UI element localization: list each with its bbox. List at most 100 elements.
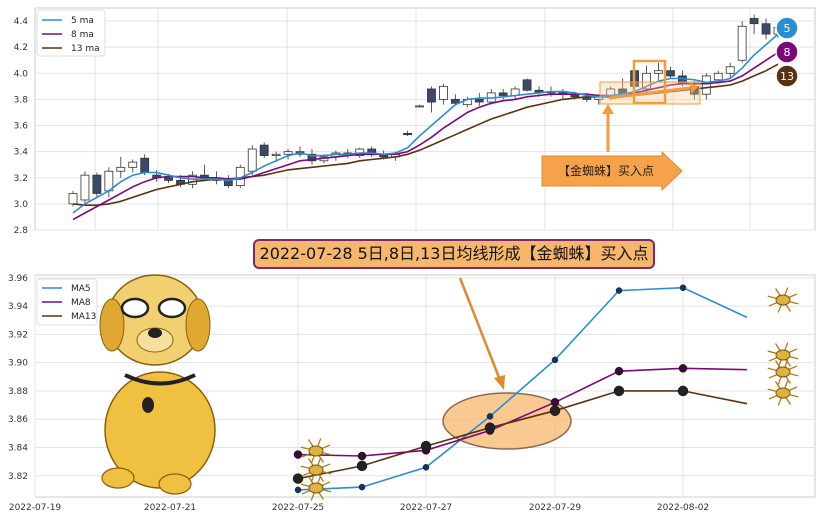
candle-body — [427, 88, 436, 103]
data-point — [549, 405, 561, 416]
candle-body — [725, 66, 735, 74]
candle-body — [247, 148, 257, 172]
candle-body — [522, 79, 532, 91]
data-point — [677, 385, 689, 397]
y-tick-label: 3.6 — [14, 122, 29, 132]
data-point — [679, 284, 687, 291]
spider-icon — [767, 359, 799, 385]
dog-paw — [158, 473, 192, 495]
legend-box — [36, 9, 106, 57]
candle-body — [654, 70, 663, 74]
candle-body — [498, 92, 508, 96]
legend-label: 8 ma — [71, 30, 94, 40]
data-point — [550, 398, 560, 407]
candle-body — [116, 166, 126, 172]
legend-box — [36, 278, 98, 326]
dog-ear — [99, 298, 125, 352]
data-point — [614, 366, 624, 376]
y-tick-label: 2.8 — [14, 226, 29, 236]
buy-arrow-head — [602, 104, 614, 114]
dog-spider-emblem — [142, 397, 154, 413]
ma-badge-icon — [775, 64, 799, 88]
spider-body — [775, 349, 791, 361]
ma-badge-label: 5 — [784, 22, 791, 35]
spider-body — [308, 445, 324, 457]
candle-body — [128, 161, 138, 168]
candle-body — [415, 105, 424, 108]
data-point — [422, 464, 430, 471]
candle-body — [761, 23, 771, 35]
chart-title: 2022-07-28 5日,8日,13日均线形成【金蜘蛛】买入点 — [253, 239, 655, 269]
candle-body — [701, 75, 711, 95]
x-tick-label: 2022-07-27 — [400, 503, 452, 513]
candle-body — [439, 85, 448, 100]
candle-body — [271, 153, 281, 156]
y-tick-label: 3.92 — [8, 330, 28, 340]
dog-mask-eye — [157, 297, 187, 319]
dog-mask-eye — [120, 297, 150, 319]
candle-body — [737, 25, 747, 61]
legend-label: 13 ma — [71, 44, 100, 54]
y-tick-label: 3.8 — [14, 95, 29, 105]
data-point — [486, 413, 494, 420]
data-point — [615, 287, 623, 294]
spider-body — [775, 366, 791, 378]
dog-mascot-icon — [99, 274, 216, 495]
pointer-arrow — [458, 277, 502, 381]
data-point — [678, 364, 688, 373]
data-point — [294, 486, 302, 494]
y-tick-label: 4.4 — [14, 17, 29, 27]
buy-label-arrow — [541, 150, 683, 192]
data-point — [551, 356, 559, 364]
candle-body — [450, 99, 460, 104]
dog-ear — [185, 298, 211, 352]
candle-body — [307, 153, 317, 162]
data-point — [613, 385, 625, 397]
y-tick-label: 3.94 — [8, 302, 28, 312]
y-tick-label: 3.84 — [8, 444, 28, 454]
spider-icon — [300, 438, 332, 464]
y-tick-label: 3.96 — [8, 274, 28, 284]
data-point — [484, 422, 496, 433]
spider-body — [308, 482, 324, 494]
ma-badge-label: 8 — [784, 46, 791, 59]
candle-body — [68, 193, 78, 205]
pointer-arrow-head — [494, 375, 505, 390]
y-tick-label: 4.0 — [14, 69, 29, 79]
candle-body — [259, 144, 269, 156]
data-point — [358, 483, 366, 491]
data-point — [356, 460, 368, 472]
ma-badge-icon — [775, 16, 799, 40]
spider-body — [308, 464, 324, 476]
ma8-line — [72, 51, 779, 221]
legend-label: MA8 — [71, 298, 91, 308]
ma-badge-label: 13 — [780, 70, 794, 83]
data-point — [357, 451, 367, 461]
spider-body — [775, 387, 791, 399]
dog-collar — [124, 373, 196, 386]
y-tick-label: 3.0 — [14, 200, 29, 210]
dog-paw — [101, 467, 135, 489]
y-tick-label: 3.86 — [8, 415, 28, 425]
candle-body — [403, 132, 412, 136]
x-tick-label: 2022-08-02 — [657, 503, 709, 513]
spider-icon — [300, 475, 332, 501]
series-line-ma8 — [297, 367, 748, 457]
highlight-arrow — [608, 86, 691, 100]
candle-body — [666, 70, 675, 77]
candle-body — [92, 174, 102, 194]
ma-badge-icon — [775, 40, 799, 64]
candle-body — [713, 72, 723, 81]
highlight-square — [632, 59, 667, 105]
candle-body — [642, 72, 651, 90]
dog-nose — [148, 328, 162, 338]
series-line-ma13 — [297, 390, 748, 480]
x-tick-label: 2022-07-25 — [272, 503, 324, 513]
legend-label: MA13 — [71, 312, 96, 322]
y-tick-label: 3.2 — [14, 174, 28, 184]
spider-icon — [300, 457, 332, 483]
x-tick-label: 2022-07-21 — [144, 503, 196, 513]
y-tick-label: 3.4 — [14, 148, 29, 158]
